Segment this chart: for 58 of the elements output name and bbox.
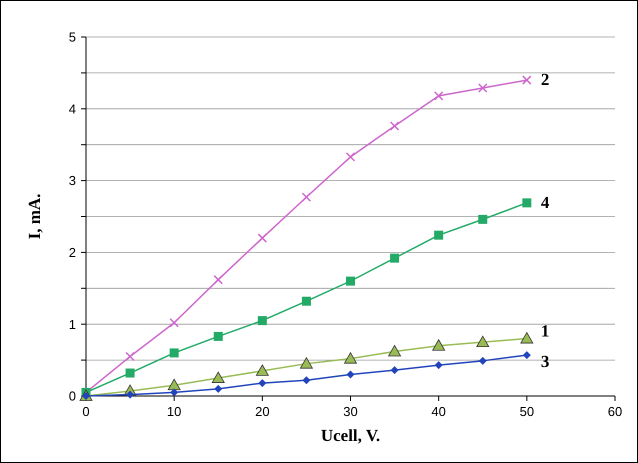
point [476, 336, 490, 348]
point [302, 376, 310, 384]
point [522, 351, 531, 360]
point [346, 152, 356, 162]
point [388, 345, 401, 356]
point [520, 332, 534, 344]
point [434, 230, 444, 240]
x-tick-label: 0 [82, 404, 90, 419]
point [214, 274, 223, 284]
point [390, 366, 399, 374]
point [434, 361, 443, 370]
point [478, 83, 488, 93]
point [170, 348, 179, 358]
point [212, 372, 225, 383]
y-tick-label: 4 [68, 101, 76, 116]
y-tick-label: 5 [68, 30, 76, 45]
point [478, 356, 487, 365]
point [214, 332, 223, 341]
y-tick-label: 1 [68, 316, 76, 332]
point [346, 276, 355, 286]
y-tick-label: 2 [68, 244, 76, 260]
point [168, 378, 181, 390]
series-label: 4 [540, 192, 550, 212]
series-label: 3 [540, 352, 550, 372]
series-label: 2 [540, 70, 550, 90]
point [170, 388, 178, 396]
point [390, 121, 400, 131]
point [478, 214, 488, 224]
x-tick-label: 60 [608, 404, 622, 419]
point [258, 316, 267, 326]
point [302, 296, 311, 306]
point [300, 357, 313, 369]
y-axis-title: I, mA. [25, 194, 44, 240]
x-tick-label: 20 [255, 404, 270, 419]
point [256, 364, 269, 376]
point [522, 75, 532, 85]
point [390, 254, 400, 263]
x-tick-label: 40 [431, 404, 446, 419]
x-axis-title: Ucell, V. [320, 426, 380, 445]
point [258, 233, 268, 243]
point [214, 384, 222, 393]
x-tick-label: 50 [520, 404, 534, 419]
y-tick-label: 3 [68, 173, 76, 188]
point [258, 379, 266, 388]
point [126, 390, 134, 399]
point [344, 352, 357, 364]
series-label: 1 [540, 322, 550, 341]
x-tick-label: 10 [166, 404, 182, 419]
point [434, 91, 444, 101]
y-tick-label: 0 [68, 388, 76, 404]
point [346, 370, 354, 378]
x-tick-label: 30 [343, 404, 358, 419]
point [125, 352, 135, 362]
point [169, 318, 179, 328]
point [302, 192, 312, 202]
point [432, 339, 446, 351]
point [126, 368, 135, 378]
point [522, 198, 532, 208]
